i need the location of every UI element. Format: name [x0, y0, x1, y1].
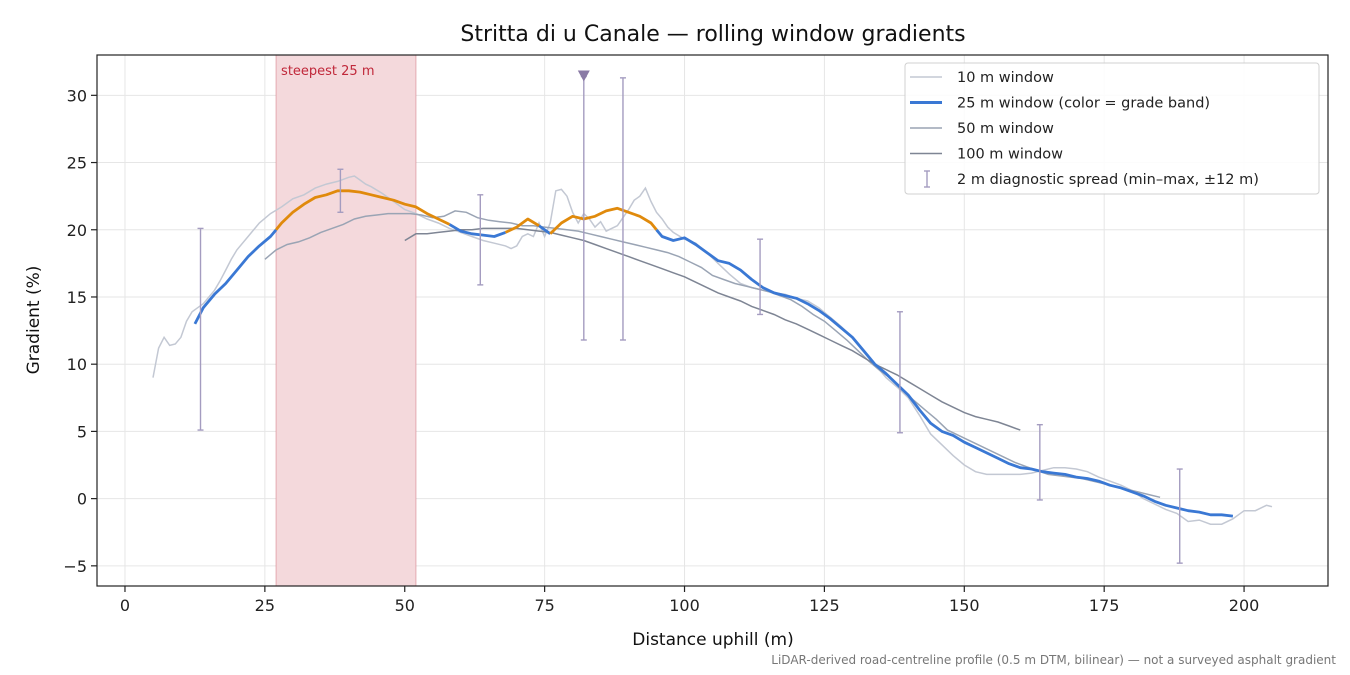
series-25m-segment-high [275, 189, 451, 231]
series-10m-line [152, 175, 1273, 525]
x-tick-label: 125 [809, 596, 840, 615]
peak-marker [577, 70, 590, 82]
legend-label: 100 m window [957, 147, 1063, 163]
y-tick-label: 30 [67, 86, 87, 105]
series-25m-segment-low [538, 224, 552, 235]
series-25m-segment-high [504, 217, 540, 234]
plot-frame [96, 54, 1329, 587]
y-tick-label: 5 [77, 422, 87, 441]
series-50m-line [264, 210, 1161, 499]
y-tick-label: 20 [67, 221, 87, 240]
x-tick-label: 200 [1229, 596, 1260, 615]
x-tick-label: 50 [395, 596, 415, 615]
x-tick-label: 175 [1089, 596, 1120, 615]
y-axis-label: Gradient (%) [24, 266, 44, 375]
axes: 0 25 50 75 100 125 150 175 200 −5 0 5 10 15 20 25 30 [63, 54, 1329, 615]
steepest-label: steepest 25 m [281, 64, 374, 79]
y-tick-label: 25 [67, 154, 87, 173]
series-25m-segment-low [193, 228, 278, 325]
y-tick-label: 0 [77, 490, 87, 509]
legend-label: 25 m window (color = grade band) [957, 96, 1210, 112]
y-tick-label: 15 [67, 288, 87, 307]
x-axis-label: Distance uphill (m) [632, 630, 793, 650]
x-tick-label: 25 [255, 596, 275, 615]
x-tick-label: 100 [669, 596, 700, 615]
legend-box [904, 62, 1320, 195]
series-25m-segment-high [549, 206, 658, 235]
x-tick-label: 75 [534, 596, 554, 615]
steepest-span [275, 54, 417, 587]
y-tick-label: −5 [63, 557, 87, 576]
footnote: LiDAR-derived road-centreline profile (0… [771, 653, 1336, 667]
chart-title: Stritta di u Canale — rolling window gra… [460, 22, 965, 47]
y-tick-label: 10 [67, 355, 87, 374]
legend: 10 m window 25 m window (color = grade ba… [904, 62, 1320, 195]
legend-label: 10 m window [957, 70, 1054, 86]
series-25m-segment-low [655, 228, 1234, 518]
x-tick-label: 0 [120, 596, 130, 615]
series-100m-line [404, 227, 1021, 431]
x-tick-label: 150 [949, 596, 980, 615]
series-25m-segment-low [448, 223, 506, 238]
legend-label: 2 m diagnostic spread (min–max, ±12 m) [957, 172, 1259, 188]
legend-label: 50 m window [957, 121, 1054, 137]
